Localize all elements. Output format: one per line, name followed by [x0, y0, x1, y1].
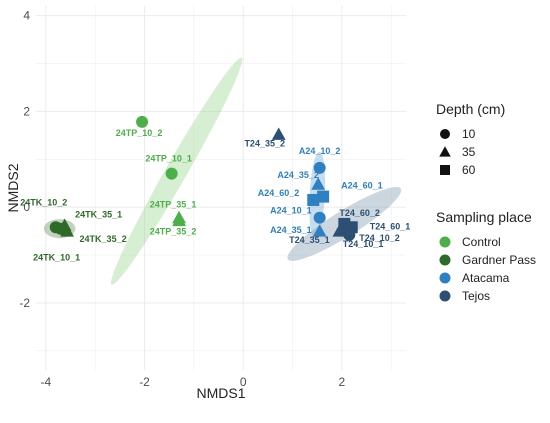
label-24TP_10_1: 24TP_10_1	[145, 154, 192, 164]
label-24TP_35_2: 24TP_35_2	[150, 227, 197, 237]
legend-color-swatch	[439, 272, 451, 284]
y-axis-title: NMDS2	[5, 163, 21, 212]
label-A24_10_2: A24_10_2	[299, 146, 341, 156]
label-T24_60_1: T24_60_1	[370, 221, 411, 231]
legend-color-swatch	[439, 236, 451, 248]
legend-shape-label: 35	[462, 145, 476, 159]
grid	[36, 6, 406, 370]
label-T24_35_1: T24_35_1	[289, 235, 330, 245]
legend-shape-label: 60	[462, 163, 476, 177]
point-A24_60_2	[307, 193, 320, 206]
point-24TP_10_1	[165, 167, 178, 180]
legend-shape-square	[440, 165, 450, 175]
axis-ticks: -4 -2 0 2 -2 0 2 4	[19, 9, 345, 389]
point-labels: 24TP_10_2 24TP_10_1 24TP_35_1 24TP_35_2 24TK…	[20, 128, 410, 263]
label-A24_10_1: A24_10_1	[270, 206, 312, 216]
label-A24_60_1: A24_60_1	[341, 181, 383, 191]
point-24TK_35_2	[60, 224, 74, 237]
point-A24_35_2	[311, 177, 326, 190]
legend-shape-label: 10	[462, 127, 476, 141]
label-24TK_10_2: 24TK_10_2	[20, 197, 67, 207]
legend-shape-triangle	[439, 146, 451, 157]
label-T24_10_2: T24_10_2	[359, 233, 400, 243]
x-tick-label: -4	[41, 375, 52, 389]
legend-shape-circle	[440, 129, 450, 139]
label-A24_35_2: A24_35_2	[277, 170, 319, 180]
legend-color-swatch	[439, 254, 451, 266]
point-T24_35_2	[271, 127, 286, 140]
legend-color-label: Atacama	[462, 271, 510, 285]
label-A24_60_2: A24_60_2	[258, 188, 300, 198]
y-tick-label: 0	[23, 200, 30, 214]
legend-title-depth: Depth (cm)	[436, 101, 505, 117]
label-A24_35_1: A24_35_1	[270, 225, 312, 235]
point-A24_10_2	[313, 161, 326, 174]
label-T24_60_2: T24_60_2	[339, 208, 380, 218]
label-T24_35_2: T24_35_2	[244, 138, 285, 148]
y-tick-label: 2	[23, 104, 30, 118]
x-axis-title: NMDS1	[196, 385, 245, 401]
point-A24_35_1	[312, 224, 327, 237]
y-tick-label: 4	[23, 9, 30, 23]
point-T24_10_1	[340, 225, 353, 238]
legend-title-sampling-place: Sampling place	[436, 209, 532, 225]
x-tick-label: 0	[240, 375, 247, 389]
label-T24_10_1: T24_10_1	[343, 239, 384, 249]
point-24TP_35_2	[172, 213, 186, 227]
point-24TP_10_2	[136, 115, 149, 128]
label-24TK_10_1: 24TK_10_1	[33, 253, 80, 263]
y-tick-label: -2	[19, 296, 30, 310]
x-tick-label: -2	[139, 375, 150, 389]
label-24TP_35_1: 24TP_35_1	[150, 200, 197, 210]
data-points	[49, 115, 358, 241]
legend-color-swatch	[439, 290, 451, 302]
label-24TP_10_2: 24TP_10_2	[116, 128, 163, 138]
point-A24_10_1	[313, 211, 326, 224]
legend-color-label: Gardner Pass	[462, 253, 536, 267]
plot-panel	[36, 6, 406, 370]
legend: Depth (cm) 10 35 60 Sampling place Control…	[436, 101, 536, 303]
x-tick-label: 2	[339, 375, 346, 389]
label-24TK_35_1: 24TK_35_1	[75, 209, 122, 219]
point-A24_60_1	[317, 190, 330, 203]
legend-color-label: Tejos	[462, 289, 490, 303]
label-24TK_35_2: 24TK_35_2	[80, 234, 127, 244]
legend-color-label: Control	[462, 235, 501, 249]
